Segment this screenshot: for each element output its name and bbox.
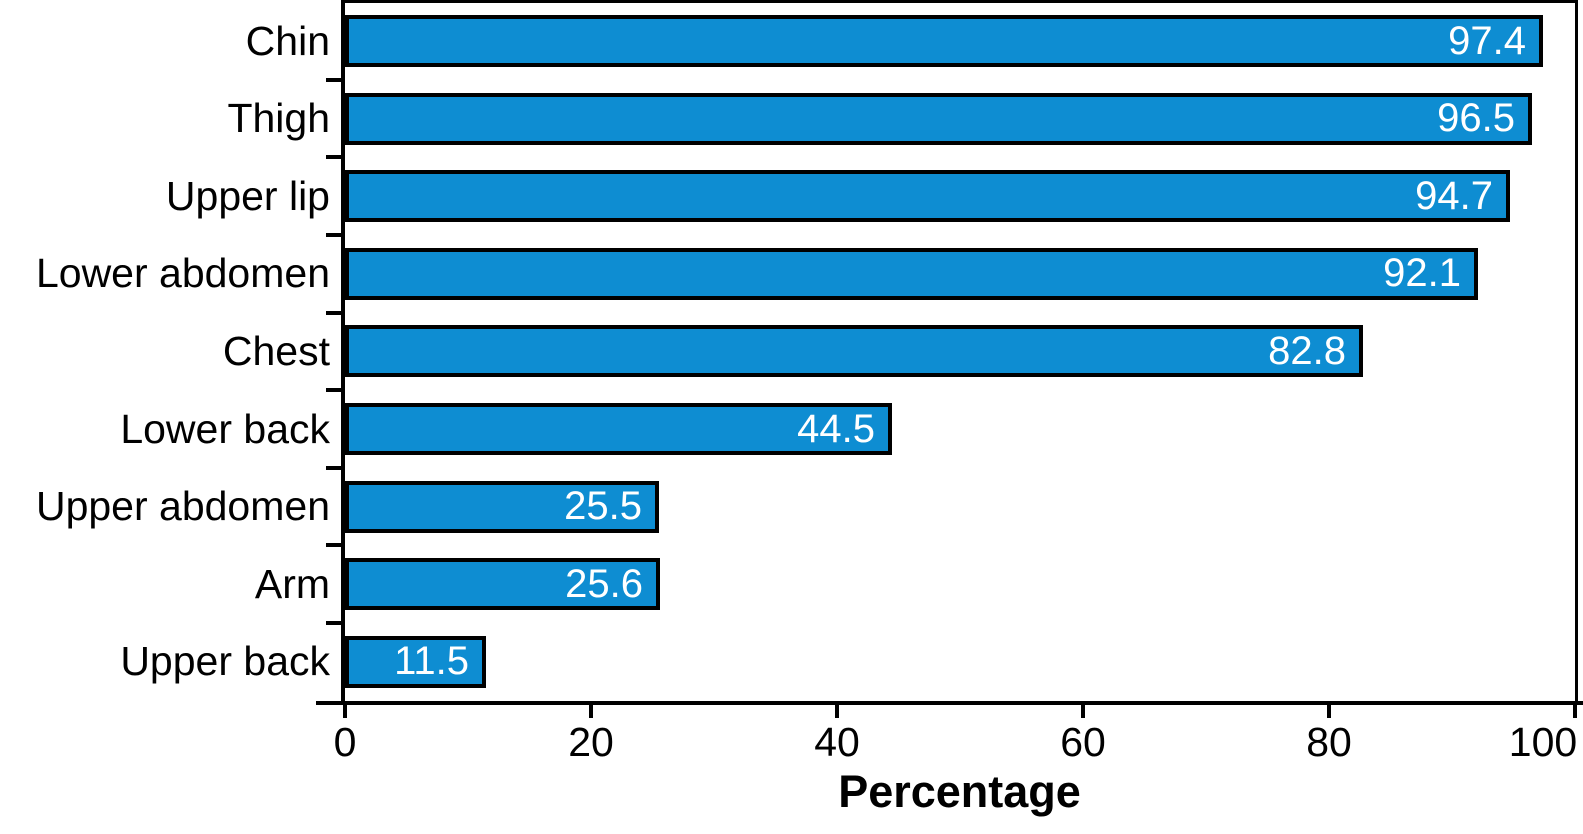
y-axis-tick	[326, 311, 341, 315]
x-axis-tick-label: 80	[1306, 719, 1352, 765]
plot-area: 97.4 96.5 94.7 92.1 82.8 44.5 25.5 25.6 11.5	[341, 0, 1578, 701]
y-axis-label: Upper back	[120, 638, 330, 685]
bar-value-label: 25.6	[565, 561, 643, 606]
bar: 97.4	[345, 15, 1543, 67]
bar-value-label: 25.5	[564, 484, 642, 529]
x-axis-tick	[589, 705, 593, 718]
bar: 11.5	[345, 635, 486, 688]
x-axis-tick-label: 100	[1508, 719, 1578, 765]
x-axis-line	[316, 701, 1583, 705]
y-axis-tick	[326, 155, 341, 159]
y-axis-tick	[326, 466, 341, 470]
bar-value-label: 97.4	[1448, 18, 1526, 63]
x-axis-title: Percentage	[838, 766, 1081, 817]
x-axis-tick	[343, 705, 347, 718]
y-axis-tick	[326, 233, 341, 237]
bar-value-label: 11.5	[394, 639, 469, 684]
bar: 25.5	[345, 480, 659, 533]
bar-value-label: 96.5	[1437, 96, 1515, 141]
bar: 96.5	[345, 92, 1532, 145]
y-axis-label: Lower abdomen	[35, 250, 330, 297]
x-axis-tick-label: 20	[568, 719, 614, 765]
bar-value-label: 82.8	[1268, 328, 1346, 373]
y-axis-label: Lower back	[120, 405, 330, 452]
y-axis-tick	[326, 78, 341, 82]
x-axis-tick-label: 0	[333, 719, 357, 765]
y-axis-label: Upper lip	[165, 172, 330, 219]
x-axis-tick	[1573, 705, 1577, 718]
y-axis-label: Thigh	[227, 95, 330, 142]
x-axis-tick-label: 40	[814, 719, 860, 765]
y-axis-label: Arm	[254, 560, 330, 607]
x-axis-tick	[1327, 705, 1331, 718]
y-axis-tick	[326, 388, 341, 392]
y-axis-label: Chest	[222, 327, 330, 374]
y-axis-label: Chin	[245, 17, 330, 64]
y-axis-label: Upper abdomen	[35, 483, 330, 530]
bar: 44.5	[345, 403, 892, 455]
bar: 94.7	[345, 170, 1510, 223]
bar: 92.1	[345, 247, 1478, 300]
y-axis-tick	[326, 621, 341, 625]
x-axis-tick-label: 60	[1060, 719, 1106, 765]
y-axis-tick	[326, 543, 341, 547]
x-axis-tick	[835, 705, 839, 718]
x-axis-tick	[1081, 705, 1085, 718]
bar-value-label: 94.7	[1415, 173, 1493, 218]
bar-value-label: 44.5	[797, 406, 875, 451]
bar-value-label: 92.1	[1383, 251, 1461, 296]
bar: 82.8	[345, 325, 1363, 378]
bar: 25.6	[345, 558, 660, 611]
